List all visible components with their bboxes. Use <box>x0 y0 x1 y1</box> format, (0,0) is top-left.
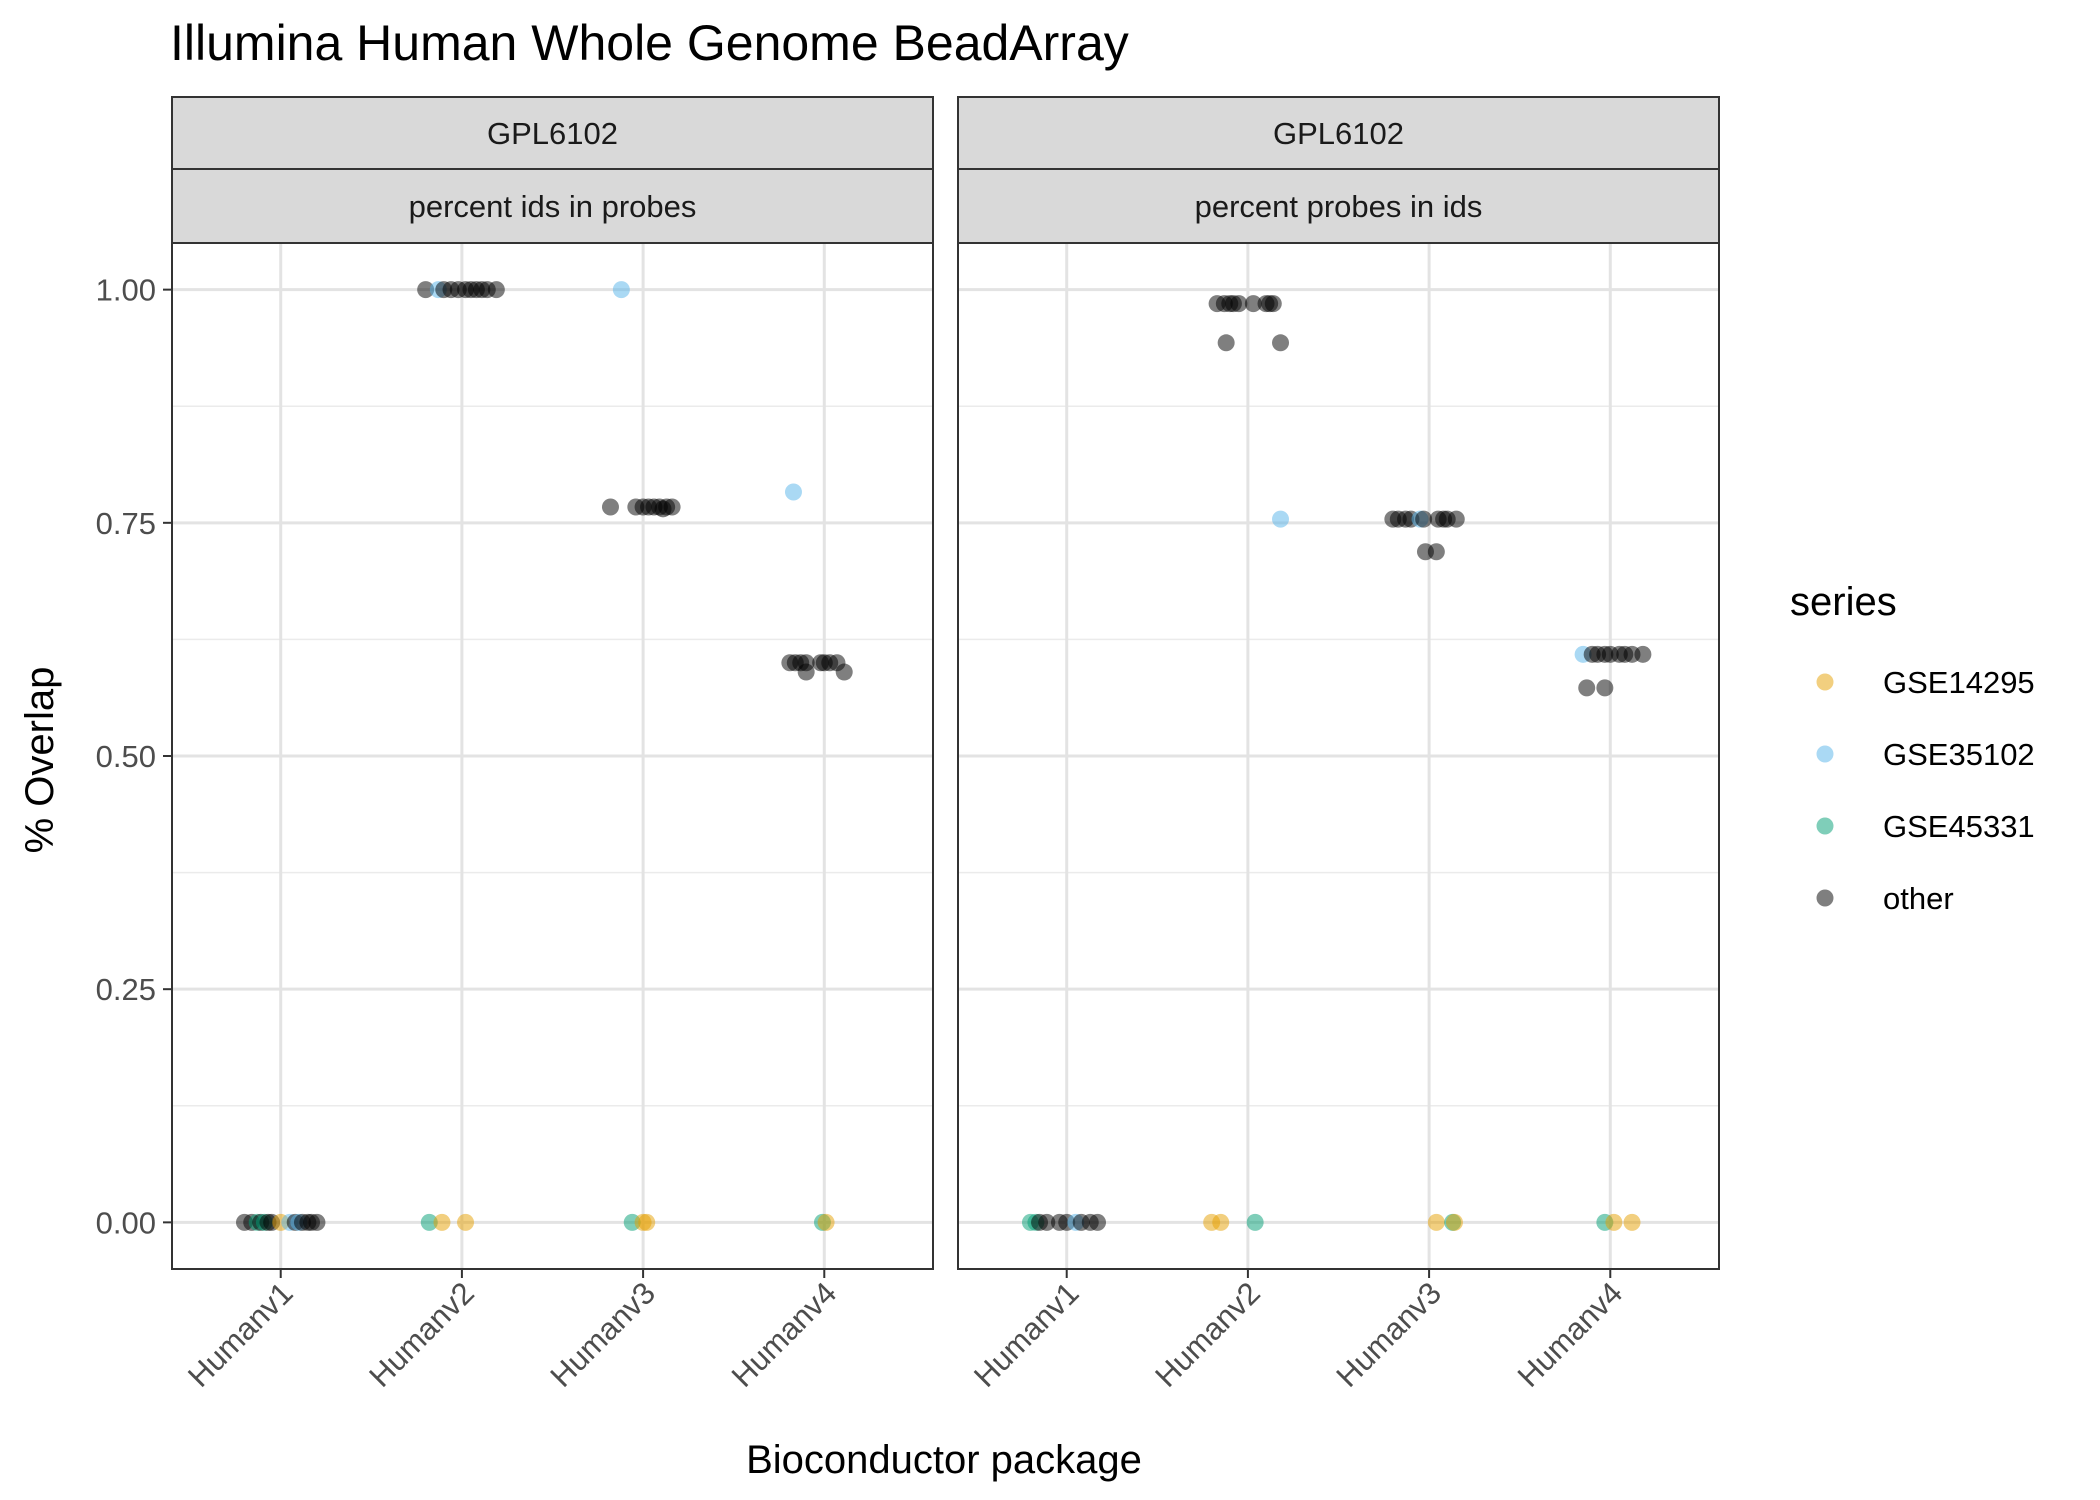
data-point-other <box>1089 1213 1107 1231</box>
strip-top <box>171 96 934 170</box>
data-point-GSE35102 <box>612 281 630 299</box>
chart-title: Illumina Human Whole Genome BeadArray <box>170 15 1129 71</box>
legend-label-GSE14295: GSE14295 <box>1883 665 2035 700</box>
y-tick-label: 0.00 <box>96 1205 156 1240</box>
legend-key-GSE35102 <box>1816 745 1834 763</box>
data-point-GSE45331 <box>1246 1213 1264 1231</box>
x-tick-label: Humanv4 <box>1511 1275 1630 1394</box>
strip-top <box>957 96 1720 170</box>
data-point-other <box>1447 510 1465 528</box>
data-point-other <box>797 663 815 681</box>
data-point-GSE35102 <box>784 483 802 501</box>
panel-percent-ids-in-probes: GPL6102 percent ids in probes Humanv1 Human… <box>171 96 934 1394</box>
data-point-other <box>1217 334 1235 352</box>
strip-bottom <box>171 168 934 244</box>
legend-label-GSE45331: GSE45331 <box>1883 809 2035 844</box>
strip-bottom-label: percent ids in probes <box>409 189 697 224</box>
data-point-other <box>417 281 435 299</box>
data-point-other <box>1038 1213 1056 1231</box>
y-tick-label: 0.25 <box>96 972 156 1007</box>
x-tick-label: Humanv2 <box>1148 1275 1267 1394</box>
data-point-other <box>1230 295 1248 313</box>
x-tick-label: Humanv2 <box>362 1275 481 1394</box>
legend-title: series <box>1790 580 1897 624</box>
data-point-other <box>1244 295 1262 313</box>
data-point-other <box>1427 543 1445 561</box>
legend-key-GSE45331 <box>1816 817 1834 835</box>
x-tick-label: Humanv1 <box>181 1275 300 1394</box>
x-tick-label: Humanv1 <box>967 1275 1086 1394</box>
data-point-GSE14295 <box>433 1213 451 1231</box>
strip-top-label: GPL6102 <box>1273 116 1404 151</box>
data-point-GSE14295 <box>1212 1213 1230 1231</box>
data-point-GSE14295 <box>1623 1213 1641 1231</box>
data-point-GSE35102 <box>1272 510 1290 528</box>
strip-bottom-label: percent probes in ids <box>1195 189 1483 224</box>
data-point-other <box>601 498 619 516</box>
y-tick-label: 0.50 <box>96 739 156 774</box>
strip-top-label: GPL6102 <box>487 116 618 151</box>
data-point-other <box>1272 334 1290 352</box>
x-tick-label: Humanv3 <box>543 1275 662 1394</box>
data-point-GSE14295 <box>1445 1213 1463 1231</box>
data-point-GSE45331 <box>420 1213 438 1231</box>
y-axis-title: % Overlap <box>18 667 62 854</box>
legend-key-other <box>1816 889 1834 907</box>
data-point-GSE14295 <box>457 1213 475 1231</box>
legend-label-GSE35102: GSE35102 <box>1883 737 2035 772</box>
strip-bottom <box>957 168 1720 244</box>
legend-label-other: other <box>1883 881 1954 916</box>
x-tick-label: Humanv3 <box>1329 1275 1448 1394</box>
data-point-other <box>663 498 681 516</box>
legend-key-GSE14295 <box>1816 673 1834 691</box>
data-point-other <box>487 281 505 299</box>
y-tick-label: 1.00 <box>96 273 156 308</box>
data-point-other <box>1264 295 1282 313</box>
data-point-other <box>835 663 853 681</box>
x-tick-label: Humanv4 <box>725 1275 844 1394</box>
legend: series GSE14295 GSE35102 GSE45331 other <box>1790 580 2035 916</box>
data-point-GSE14295 <box>1427 1213 1445 1231</box>
data-point-GSE14295 <box>817 1213 835 1231</box>
data-point-GSE14295 <box>1605 1213 1623 1231</box>
y-tick-label: 0.75 <box>96 506 156 541</box>
x-axis-title: Bioconductor package <box>746 1438 1142 1482</box>
y-axis: 0.00 0.25 0.50 0.75 1.00 <box>96 273 172 1240</box>
data-point-other <box>1634 645 1652 663</box>
data-point-other <box>1578 679 1596 697</box>
data-point-other <box>1596 679 1614 697</box>
data-point-other <box>308 1213 326 1231</box>
panel-percent-probes-in-ids: GPL6102 percent probes in ids Humanv1 Human… <box>957 96 1720 1394</box>
data-point-other <box>1415 510 1433 528</box>
data-point-GSE14295 <box>638 1213 656 1231</box>
